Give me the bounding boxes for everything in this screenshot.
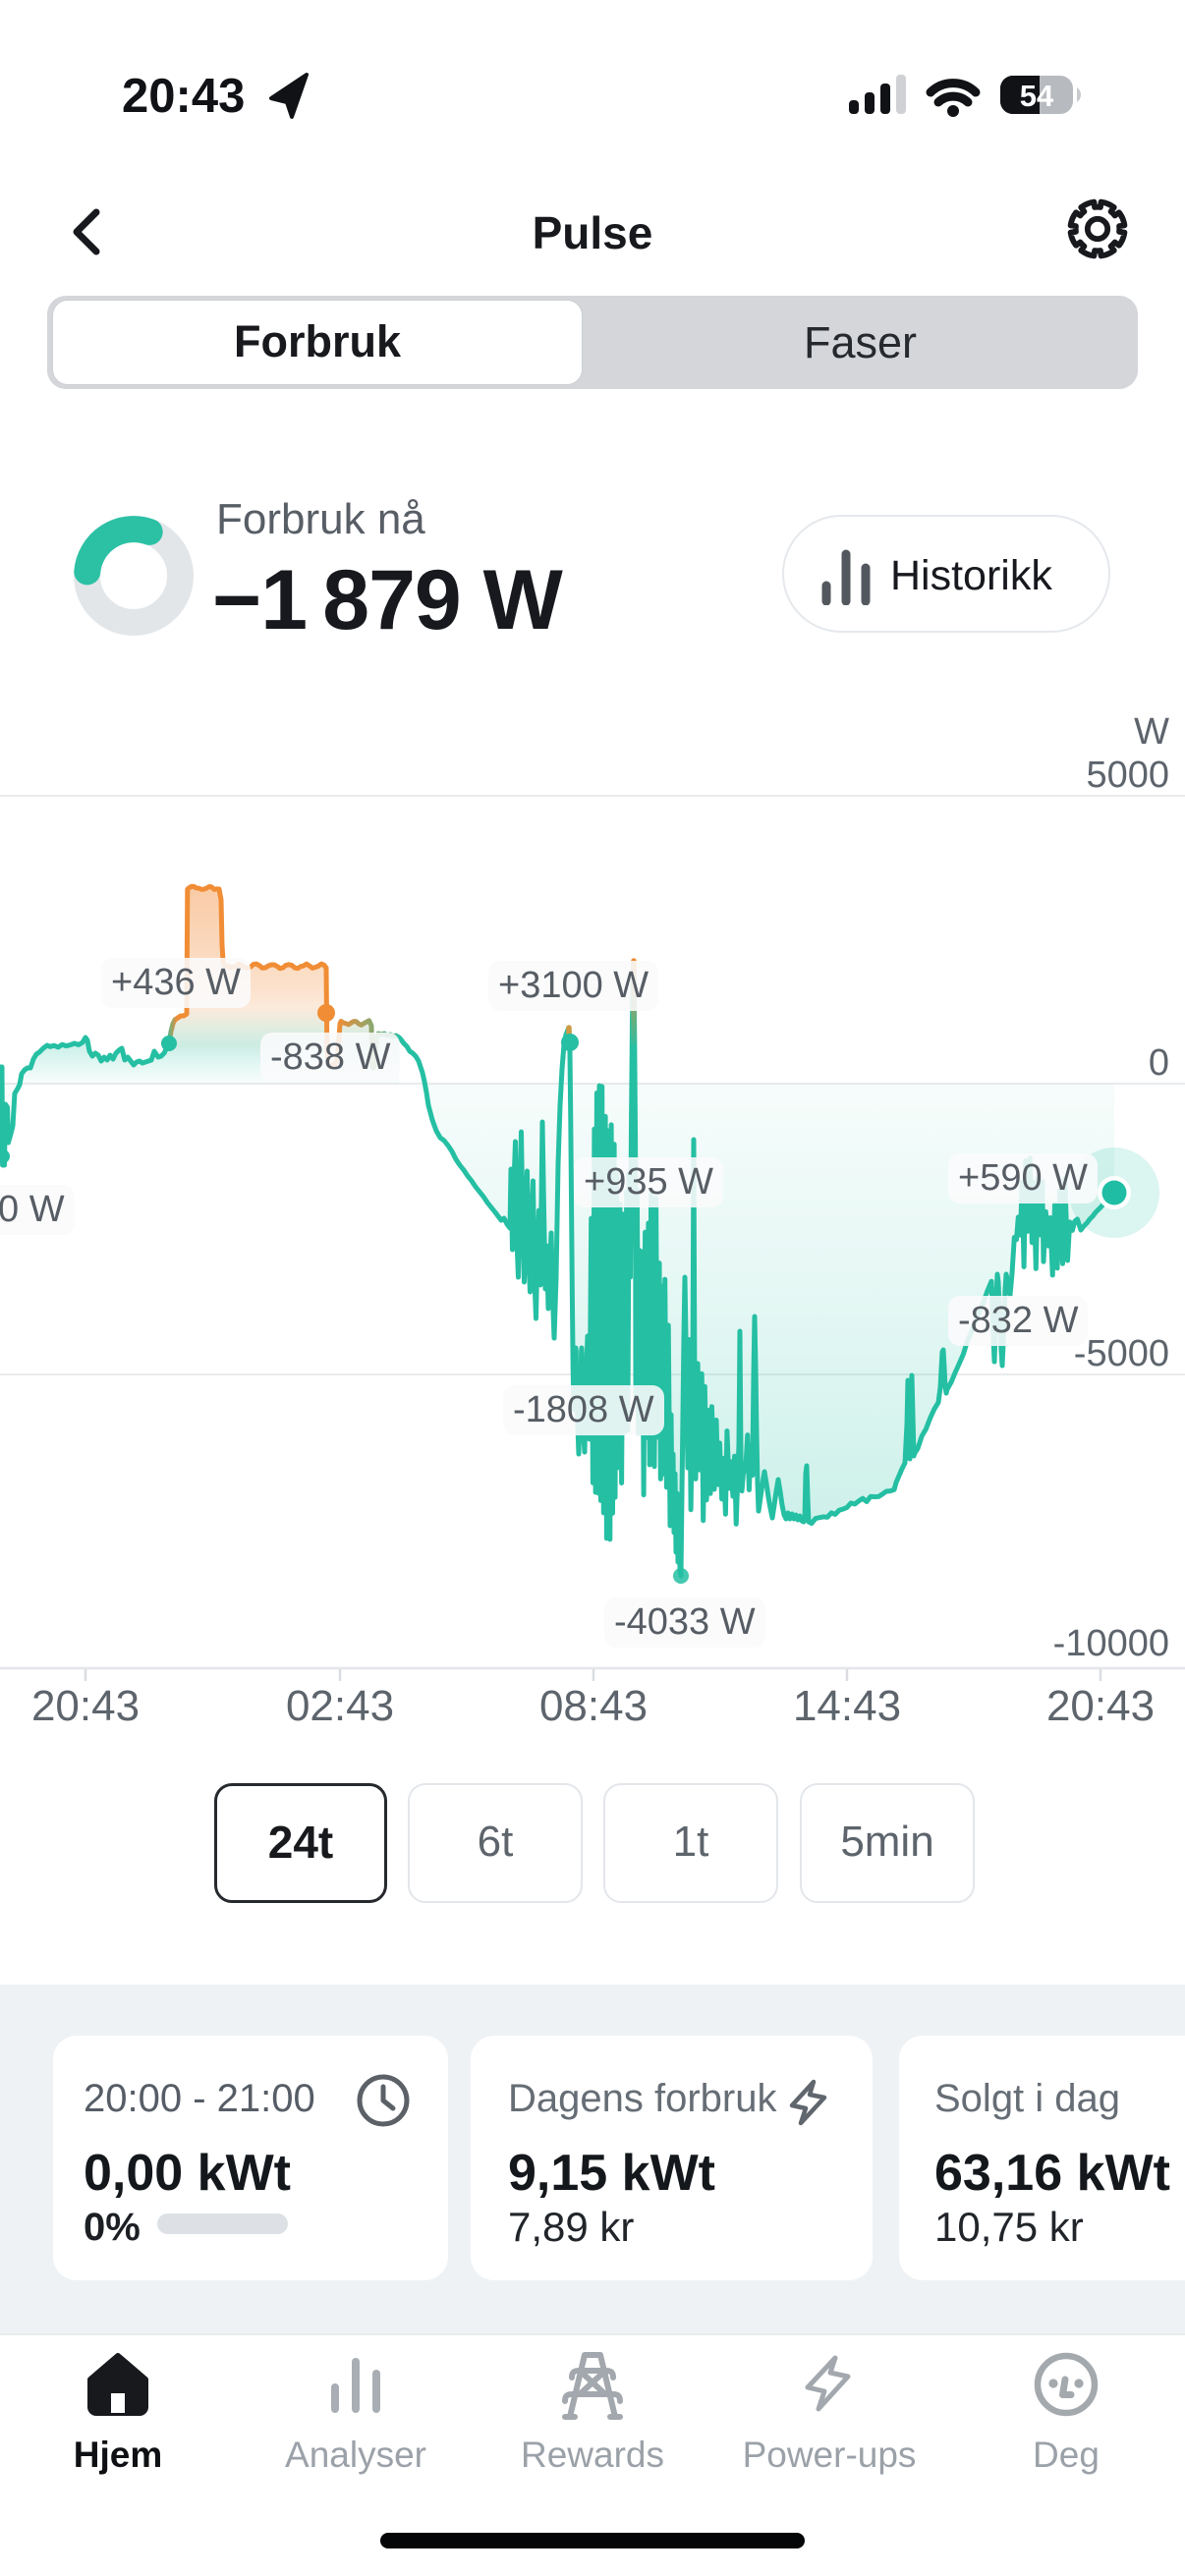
- svg-text:54: 54: [1020, 79, 1054, 113]
